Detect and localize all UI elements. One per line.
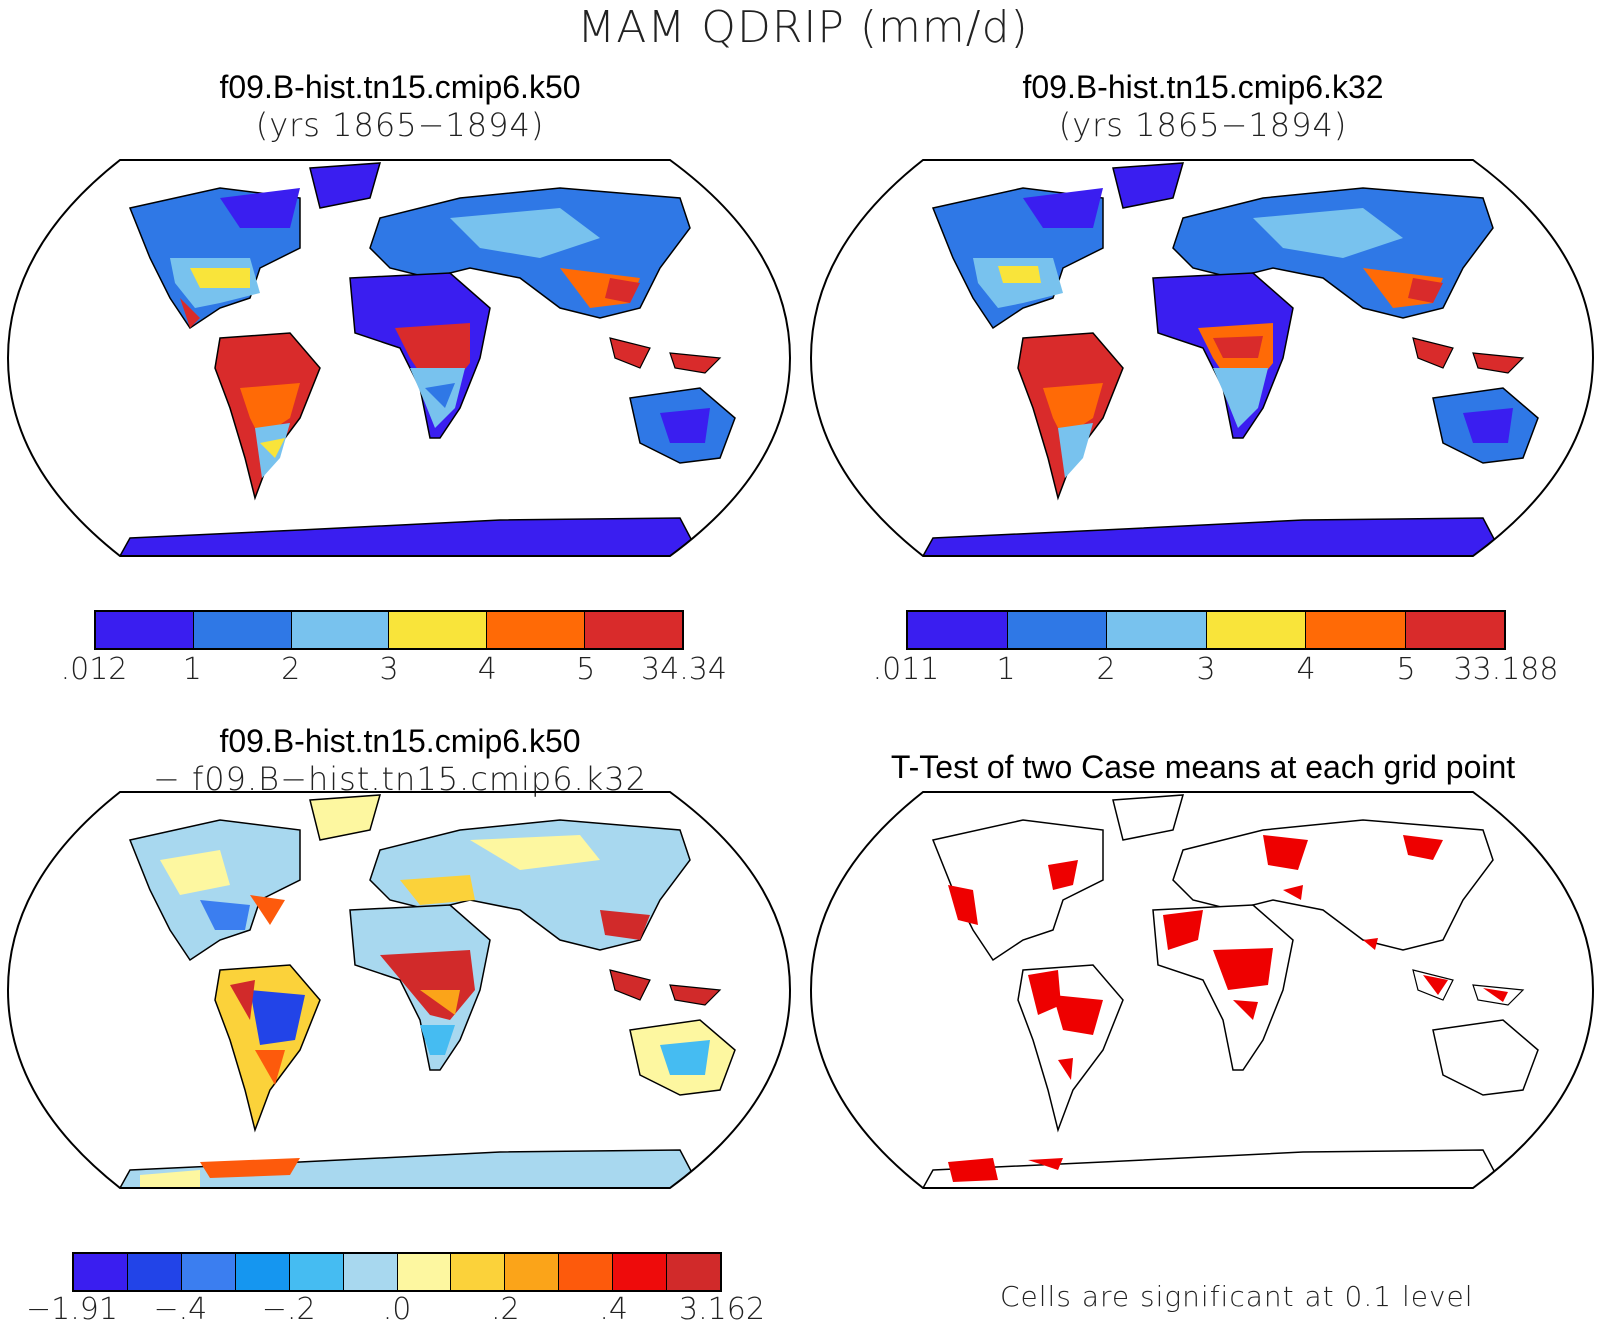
panel-2-subtitle: (yrs 1865−1894) (1058, 106, 1348, 144)
k32-land (921, 162, 1539, 556)
panel-1-subtitle: (yrs 1865−1894) (255, 106, 545, 144)
significant-cells (948, 835, 1508, 1182)
colorbar-tick-label: 5 (576, 652, 596, 687)
colorbar-tick-label: .012 (60, 652, 128, 687)
colorbar-swatch (289, 1254, 344, 1290)
colorbar-swatch (667, 1254, 721, 1290)
colorbar-tick-label: −1.91 (26, 1292, 118, 1327)
colorbar-tick-label: 3 (1196, 652, 1216, 687)
map-panel-difference (6, 791, 792, 1189)
panel-3-title: f09.B-hist.tn15.cmip6.k50 (219, 723, 581, 759)
colorbar-tick-label: 5 (1396, 652, 1416, 687)
colorbar-tick-label: 3.162 (679, 1292, 765, 1327)
panel-1-title: f09.B-hist.tn15.cmip6.k50 (219, 69, 581, 105)
colorbar-tick-label: 2 (281, 652, 301, 687)
colorbar-tick-label: 4 (477, 652, 497, 687)
colorbar-swatch (1107, 612, 1207, 648)
colorbar-k32-labels: .011 1 2 3 4 5 33.188 (873, 652, 1559, 688)
colorbar-swatch (235, 1254, 290, 1290)
panel-4-title-block: T-Test of two Case means at each grid po… (800, 748, 1606, 786)
colorbar-swatch (559, 1254, 614, 1290)
colorbar-swatch (1206, 612, 1306, 648)
colorbar-k32 (906, 610, 1506, 650)
map-panel-ttest (809, 791, 1595, 1189)
colorbar-swatch (487, 612, 586, 648)
figure-title: MAM QDRIP (mm/d) (577, 2, 1029, 53)
map-panel-k32 (809, 159, 1595, 557)
colorbar-swatch (96, 612, 194, 648)
colorbar-tick-label: 3 (379, 652, 399, 687)
colorbar-swatch (451, 1254, 506, 1290)
colorbar-swatch (389, 612, 488, 648)
panel-3-title-block: f09.B-hist.tn15.cmip6.k50 − f09.B−hist.t… (0, 722, 800, 798)
colorbar-tick-label: 33.188 (1453, 652, 1559, 687)
colorbar-swatch (1405, 612, 1504, 648)
map-panel-k50 (6, 159, 792, 557)
panel-2-title: f09.B-hist.tn15.cmip6.k32 (1022, 69, 1384, 105)
colorbar-tick-label: 1 (996, 652, 1016, 687)
colorbar-swatch (585, 612, 682, 648)
ttest-land (921, 794, 1539, 1188)
colorbar-tick-label: 4 (1296, 652, 1316, 687)
colorbar-swatch (505, 1254, 560, 1290)
colorbar-swatch (1007, 612, 1107, 648)
colorbar-swatch (74, 1254, 128, 1290)
panel-4-title: T-Test of two Case means at each grid po… (890, 749, 1516, 785)
colorbar-difference-labels: −1.91 −.4 −.2 .0 .2 .4 3.162 (26, 1292, 765, 1328)
colorbar-swatch (908, 612, 1008, 648)
colorbar-swatch (291, 612, 390, 648)
difference-land (118, 794, 736, 1188)
colorbar-tick-label: 2 (1096, 652, 1116, 687)
colorbar-tick-label: 34.34 (641, 652, 727, 687)
colorbar-tick-label: .4 (599, 1292, 628, 1327)
colorbar-tick-label: .0 (382, 1292, 412, 1327)
panel-1-title-block: f09.B-hist.tn15.cmip6.k50 (yrs 1865−1894… (0, 68, 800, 144)
panel-2-title-block: f09.B-hist.tn15.cmip6.k32 (yrs 1865−1894… (800, 68, 1606, 144)
colorbar-tick-label: −.4 (153, 1292, 208, 1327)
colorbar-swatch (181, 1254, 236, 1290)
colorbar-tick-label: 1 (182, 652, 202, 687)
colorbar-k50-labels: .012 1 2 3 4 5 34.34 (61, 652, 727, 688)
colorbar-difference (72, 1252, 722, 1292)
colorbar-tick-label: .011 (872, 652, 940, 687)
significance-note: Cells are significant at 0.1 level (1000, 1280, 1474, 1313)
colorbar-swatch (1306, 612, 1406, 648)
k50-land (118, 162, 736, 556)
colorbar-swatch (343, 1254, 398, 1290)
colorbar-swatch (397, 1254, 452, 1290)
colorbar-k50 (94, 610, 684, 650)
colorbar-swatch (127, 1254, 182, 1290)
colorbar-swatch (193, 612, 292, 648)
colorbar-swatch (613, 1254, 668, 1290)
colorbar-tick-label: −.2 (261, 1292, 316, 1327)
colorbar-tick-label: .2 (491, 1292, 520, 1327)
